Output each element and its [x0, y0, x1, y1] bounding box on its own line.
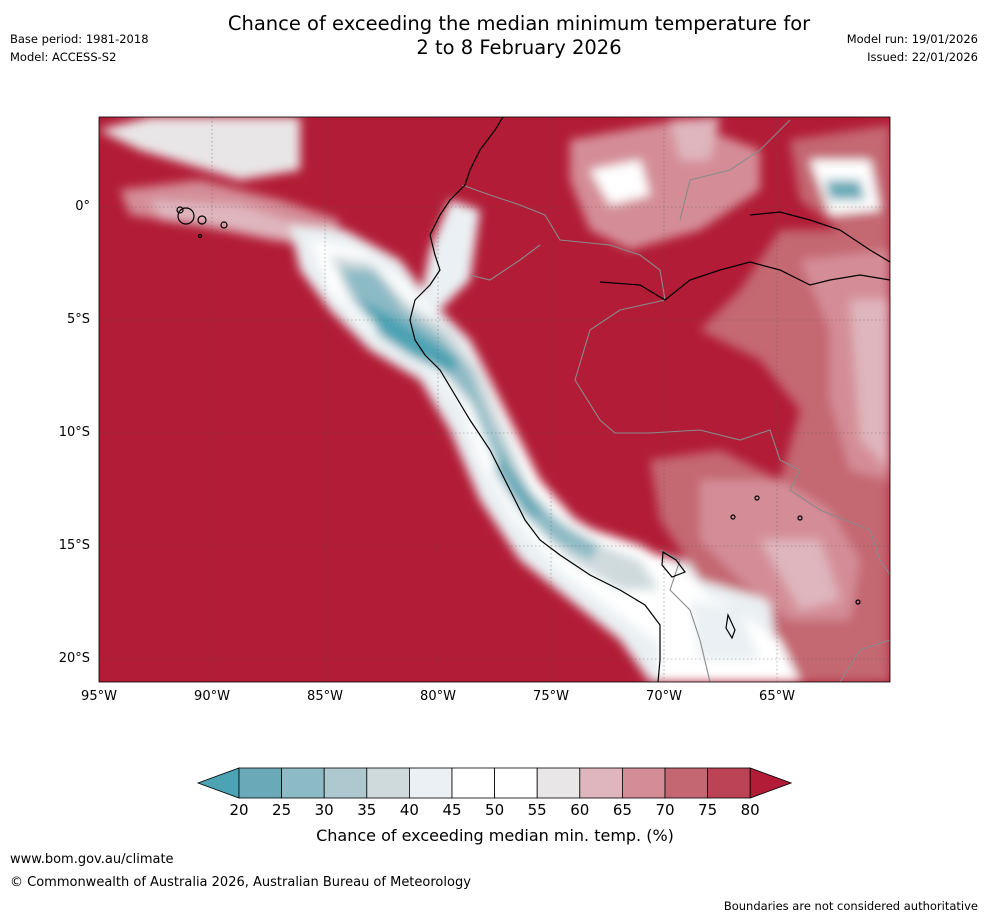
lon-label-3: 80°W	[420, 689, 456, 704]
colorbar-label: Chance of exceeding median min. temp. (%…	[316, 826, 674, 845]
colorbar-tick-20: 20	[229, 801, 249, 819]
website-link[interactable]: www.bom.gov.au/climate	[10, 852, 174, 867]
chart-title: Chance of exceeding the median minimum t…	[160, 12, 878, 60]
issued-date: Issued: 22/01/2026	[867, 50, 978, 64]
country-borders	[461, 119, 890, 682]
colorbar-tick-70: 70	[655, 801, 675, 819]
meta-right: Model run: 19/01/2026 Issued: 22/01/2026	[847, 30, 978, 66]
colorbar-tick-55: 55	[527, 801, 547, 819]
colorbar-tick-75: 75	[698, 801, 718, 819]
model-name: Model: ACCESS-S2	[10, 50, 117, 64]
colorbar-bin-5	[451, 767, 495, 799]
colorbar	[196, 767, 793, 799]
colorbar-bin-4	[408, 767, 453, 799]
colorbar-tick-25: 25	[272, 801, 292, 819]
colorbar-bin-10	[664, 767, 708, 799]
lon-label-4: 75°W	[533, 689, 569, 704]
coastlines	[176, 117, 890, 682]
colorbar-bin-9	[621, 767, 666, 799]
lat-label-0: 0°	[75, 199, 90, 214]
title-line-2: 2 to 8 February 2026	[416, 36, 622, 59]
lon-label-5: 70°W	[646, 689, 682, 704]
colorbar-tick-40: 40	[399, 801, 419, 819]
lat-label-1: 5°S	[66, 312, 90, 327]
colorbar-tick-60: 60	[570, 801, 590, 819]
lon-label-2: 85°W	[307, 689, 343, 704]
lat-label-3: 15°S	[58, 538, 90, 553]
title-line-1: Chance of exceeding the median minimum t…	[227, 12, 811, 35]
map-frame	[98, 116, 891, 683]
lon-label-0: 95°W	[81, 689, 117, 704]
colorbar-tick-35: 35	[357, 801, 377, 819]
model-run: Model run: 19/01/2026	[846, 32, 978, 46]
colorbar-tick-30: 30	[314, 801, 334, 819]
colorbar-bin-11	[707, 767, 751, 799]
colorbar-bin-3	[366, 767, 410, 799]
colorbar-extend-high	[749, 767, 793, 799]
colorbar-tick-45: 45	[442, 801, 462, 819]
lat-label-2: 10°S	[58, 425, 90, 440]
base-period: Base period: 1981-2018	[10, 32, 149, 46]
lon-label-6: 65°W	[759, 689, 795, 704]
map-contours	[99, 117, 890, 682]
lon-label-1: 90°W	[194, 689, 230, 704]
colorbar-tick-80: 80	[740, 801, 760, 819]
meta-left: Base period: 1981-2018 Model: ACCESS-S2	[10, 30, 149, 66]
colorbar-bin-7	[536, 767, 581, 799]
colorbar-tick-65: 65	[612, 801, 632, 819]
colorbar-bin-6	[494, 767, 538, 799]
colorbar-bin-0	[238, 767, 282, 799]
anomaly-fields	[99, 117, 890, 682]
colorbar-bin-8	[579, 767, 623, 799]
colorbar-bin-2	[323, 767, 368, 799]
colorbar-extend-low	[196, 767, 240, 799]
colorbar-tick-50: 50	[485, 801, 505, 819]
lat-label-4: 20°S	[58, 651, 90, 666]
colorbar-bin-1	[281, 767, 325, 799]
disclaimer-text: Boundaries are not considered authoritat…	[723, 899, 978, 913]
copyright-text: © Commonwealth of Australia 2026, Austra…	[10, 875, 471, 890]
